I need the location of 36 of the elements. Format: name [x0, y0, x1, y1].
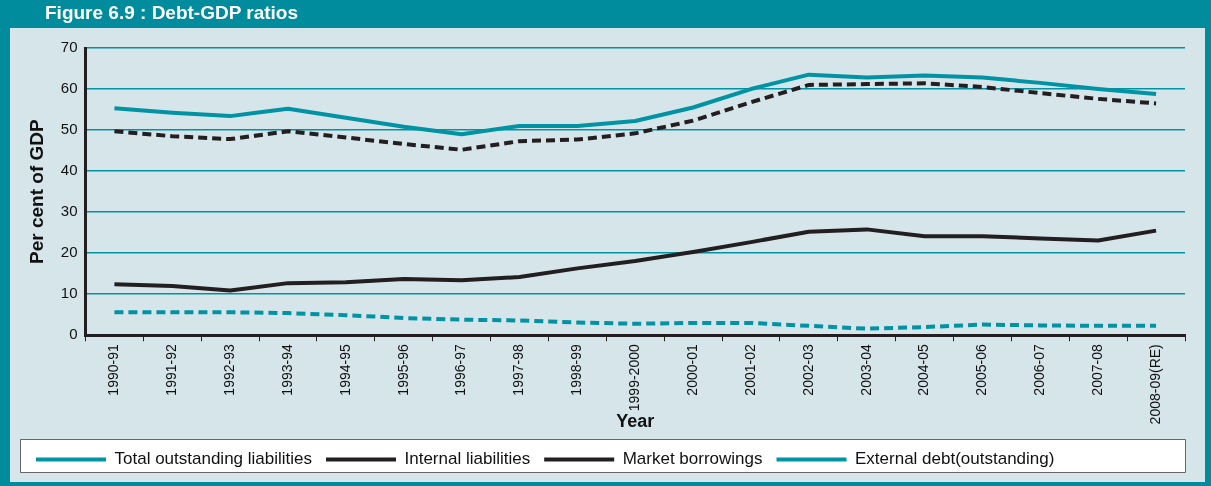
- x-tick-label: 1991-92: [163, 344, 180, 396]
- y-tick-label: 60: [60, 79, 78, 97]
- x-tick-label: 2007-08: [1089, 344, 1106, 396]
- x-tick-label: 1997-98: [510, 344, 527, 396]
- y-tick-label: 40: [60, 161, 78, 179]
- x-tick-label: 1990-91: [105, 344, 122, 396]
- line-series: [112, 310, 1159, 331]
- x-tick-label: 1994-95: [336, 344, 353, 396]
- x-tick-label: 1999-2000: [626, 344, 643, 412]
- legend-label: External debt(outstanding): [855, 449, 1055, 469]
- x-tick-label: 2005-06: [973, 344, 990, 396]
- y-tick-label: 70: [60, 38, 78, 56]
- x-tick-label: 1998-99: [568, 344, 585, 396]
- x-tick-label: 2008-09(RE): [1146, 344, 1163, 425]
- x-tick-label: 1992-93: [221, 344, 238, 396]
- x-tick-label: 2003-04: [857, 344, 874, 396]
- legend-label: Total outstanding liabilities: [114, 449, 313, 469]
- legend-label: Market borrowings: [622, 449, 763, 469]
- x-tick-label: 1993-94: [278, 344, 295, 396]
- chart-title: Figure 6.9 : Debt-GDP ratios: [44, 1, 300, 25]
- y-tick-label: 10: [60, 284, 78, 302]
- y-tick-label: 30: [60, 202, 78, 220]
- y-tick-label: 20: [60, 243, 78, 261]
- x-tick-label: 2001-02: [741, 344, 758, 396]
- x-tick-label: 2002-03: [799, 344, 816, 396]
- y-tick-label: 0: [69, 325, 78, 343]
- y-axis-title: Per cent of GDP: [25, 118, 47, 264]
- x-tick-label: 2000-01: [683, 344, 700, 396]
- x-tick-label: 1995-96: [394, 344, 411, 396]
- x-tick-label: 1996-97: [452, 344, 469, 396]
- x-tick-label: 2004-05: [915, 344, 932, 396]
- y-tick-label: 50: [60, 120, 78, 138]
- legend-label: Internal liabilities: [404, 449, 531, 469]
- x-tick-label: 2006-07: [1031, 344, 1048, 396]
- line-series: [112, 81, 1159, 152]
- x-axis-title: Year: [616, 411, 655, 432]
